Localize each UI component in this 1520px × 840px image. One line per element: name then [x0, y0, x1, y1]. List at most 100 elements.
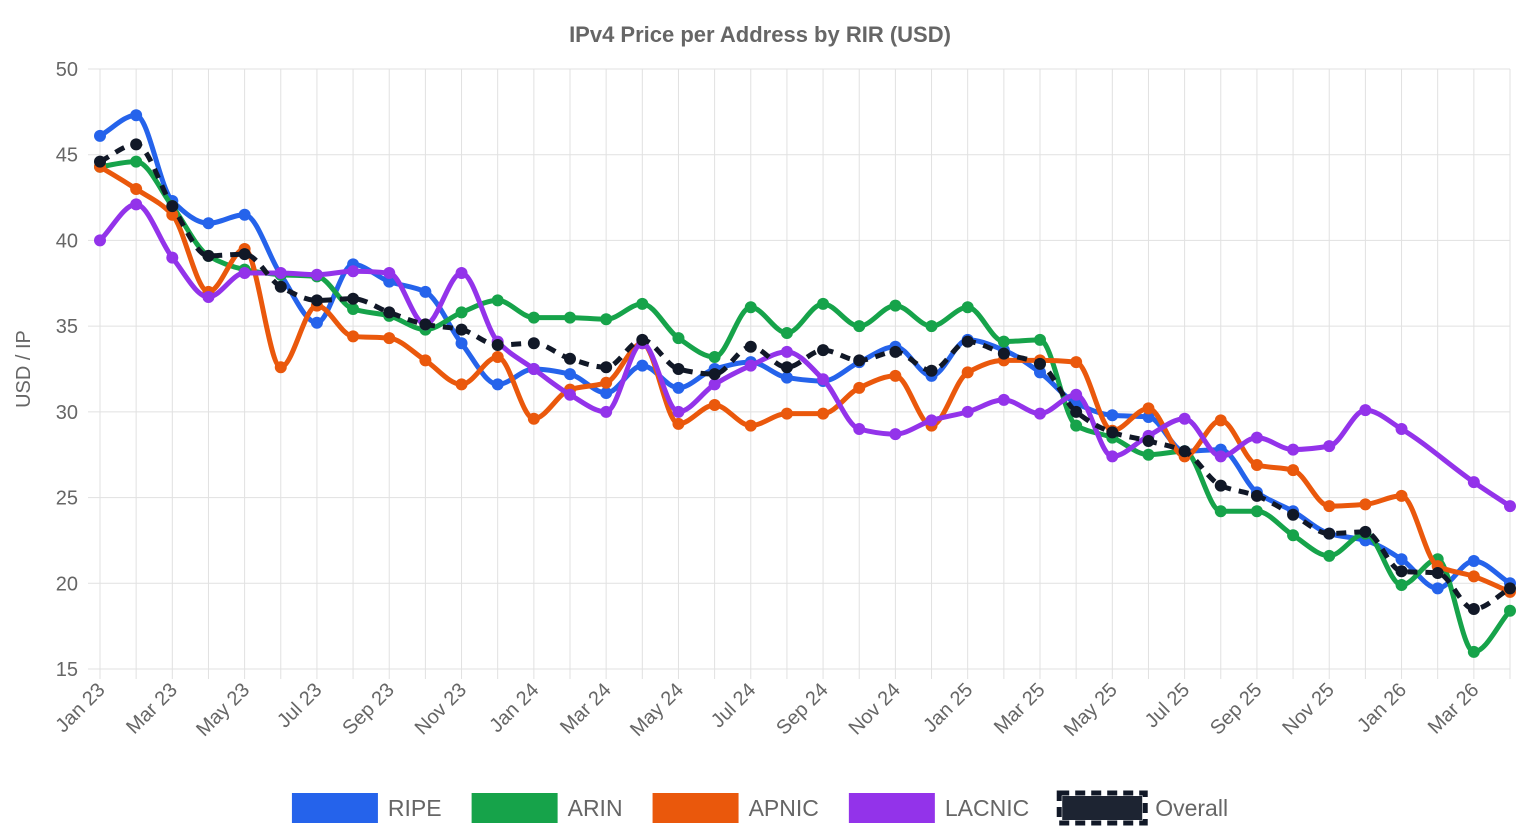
data-point-apnic[interactable]	[130, 183, 143, 195]
data-point-overall[interactable]	[1287, 508, 1300, 521]
data-point-ripe[interactable]	[1431, 582, 1444, 595]
data-point-apnic[interactable]	[817, 407, 830, 420]
data-point-apnic[interactable]	[708, 399, 721, 411]
data-point-apnic[interactable]	[853, 381, 866, 394]
data-point-lacnic[interactable]	[853, 423, 866, 435]
data-point-arin[interactable]	[1214, 505, 1227, 518]
data-point-overall[interactable]	[130, 138, 143, 151]
legend-item-overall[interactable]: Overall	[1056, 790, 1228, 826]
data-point-ripe[interactable]	[564, 368, 576, 381]
data-point-overall[interactable]	[1250, 489, 1263, 502]
data-point-lacnic[interactable]	[1287, 443, 1300, 456]
data-point-apnic[interactable]	[455, 378, 468, 391]
data-point-arin[interactable]	[1250, 505, 1263, 518]
data-point-lacnic[interactable]	[455, 267, 468, 279]
data-point-apnic[interactable]	[744, 419, 757, 432]
data-point-arin[interactable]	[1142, 448, 1155, 461]
data-point-overall[interactable]	[1070, 405, 1083, 418]
data-point-ripe[interactable]	[202, 217, 215, 230]
data-point-lacnic[interactable]	[130, 198, 143, 211]
data-point-lacnic[interactable]	[817, 373, 830, 386]
data-point-ripe[interactable]	[1034, 366, 1046, 379]
data-point-ripe[interactable]	[238, 208, 251, 221]
data-point-overall[interactable]	[925, 364, 938, 377]
data-point-overall[interactable]	[202, 249, 215, 262]
data-point-lacnic[interactable]	[166, 251, 179, 264]
data-point-arin[interactable]	[455, 306, 468, 319]
data-point-apnic[interactable]	[1323, 500, 1336, 513]
data-point-overall[interactable]	[600, 361, 613, 374]
data-point-overall[interactable]	[347, 292, 360, 305]
data-point-arin[interactable]	[347, 303, 360, 315]
data-point-apnic[interactable]	[672, 417, 685, 430]
data-point-lacnic[interactable]	[1359, 404, 1372, 417]
data-point-lacnic[interactable]	[94, 234, 106, 247]
data-point-ripe[interactable]	[1467, 555, 1480, 567]
data-point-overall[interactable]	[636, 333, 649, 346]
data-point-overall[interactable]	[274, 280, 287, 293]
data-point-lacnic[interactable]	[672, 405, 685, 418]
data-point-lacnic[interactable]	[1250, 431, 1263, 444]
legend-item-apnic[interactable]: APNIC	[652, 793, 819, 823]
legend[interactable]: RIPE ARIN APNIC LACNIC Overall	[291, 790, 1228, 826]
data-point-ripe[interactable]	[455, 337, 468, 350]
data-point-arin[interactable]	[853, 320, 866, 333]
data-point-arin[interactable]	[130, 155, 143, 168]
data-point-lacnic[interactable]	[961, 405, 974, 418]
data-point-arin[interactable]	[564, 311, 576, 324]
data-point-overall[interactable]	[1106, 426, 1119, 439]
data-point-lacnic[interactable]	[1106, 450, 1119, 463]
data-point-lacnic[interactable]	[564, 388, 576, 401]
data-point-apnic[interactable]	[600, 376, 613, 389]
data-point-overall[interactable]	[1431, 567, 1444, 579]
data-point-lacnic[interactable]	[310, 268, 323, 281]
data-point-ripe[interactable]	[310, 316, 323, 329]
data-point-arin[interactable]	[708, 351, 721, 363]
data-point-lacnic[interactable]	[238, 267, 251, 279]
data-point-apnic[interactable]	[383, 332, 396, 345]
data-point-arin[interactable]	[491, 294, 504, 307]
data-point-arin[interactable]	[1467, 645, 1480, 658]
data-point-overall[interactable]	[672, 363, 685, 375]
data-point-apnic[interactable]	[491, 351, 504, 363]
data-point-arin[interactable]	[744, 301, 757, 314]
data-point-apnic[interactable]	[889, 369, 902, 382]
data-point-apnic[interactable]	[347, 330, 360, 343]
data-point-apnic[interactable]	[274, 361, 287, 374]
data-point-arin[interactable]	[636, 297, 649, 310]
data-point-overall[interactable]	[383, 306, 396, 319]
data-point-arin[interactable]	[1070, 419, 1083, 432]
data-point-arin[interactable]	[1034, 333, 1046, 346]
data-point-lacnic[interactable]	[1178, 412, 1191, 425]
data-point-ripe[interactable]	[600, 387, 613, 399]
data-point-ripe[interactable]	[1395, 553, 1408, 566]
data-point-apnic[interactable]	[1070, 356, 1083, 369]
data-point-lacnic[interactable]	[780, 345, 793, 358]
legend-item-arin[interactable]: ARIN	[471, 793, 623, 823]
data-point-overall[interactable]	[1178, 445, 1191, 458]
data-point-ripe[interactable]	[419, 285, 432, 298]
data-point-apnic[interactable]	[419, 354, 432, 367]
data-point-arin[interactable]	[1504, 604, 1516, 617]
data-point-arin[interactable]	[780, 327, 793, 339]
data-point-lacnic[interactable]	[600, 405, 613, 418]
data-point-ripe[interactable]	[672, 381, 685, 394]
legend-item-ripe[interactable]: RIPE	[291, 793, 442, 823]
data-point-overall[interactable]	[1142, 435, 1155, 447]
data-point-arin[interactable]	[672, 332, 685, 345]
data-point-lacnic[interactable]	[1323, 440, 1336, 453]
data-point-arin[interactable]	[600, 313, 613, 326]
data-point-apnic[interactable]	[1250, 459, 1263, 471]
data-point-lacnic[interactable]	[1070, 388, 1083, 401]
data-point-apnic[interactable]	[1467, 570, 1480, 583]
data-point-overall[interactable]	[744, 340, 757, 353]
data-point-ripe[interactable]	[1142, 411, 1155, 423]
data-point-lacnic[interactable]	[383, 267, 396, 279]
data-point-arin[interactable]	[527, 311, 540, 324]
data-point-overall[interactable]	[1467, 603, 1480, 615]
data-point-overall[interactable]	[1359, 525, 1372, 538]
data-point-apnic[interactable]	[527, 412, 540, 425]
data-point-ripe[interactable]	[383, 275, 396, 288]
data-point-overall[interactable]	[961, 335, 974, 348]
data-point-apnic[interactable]	[1214, 414, 1227, 427]
